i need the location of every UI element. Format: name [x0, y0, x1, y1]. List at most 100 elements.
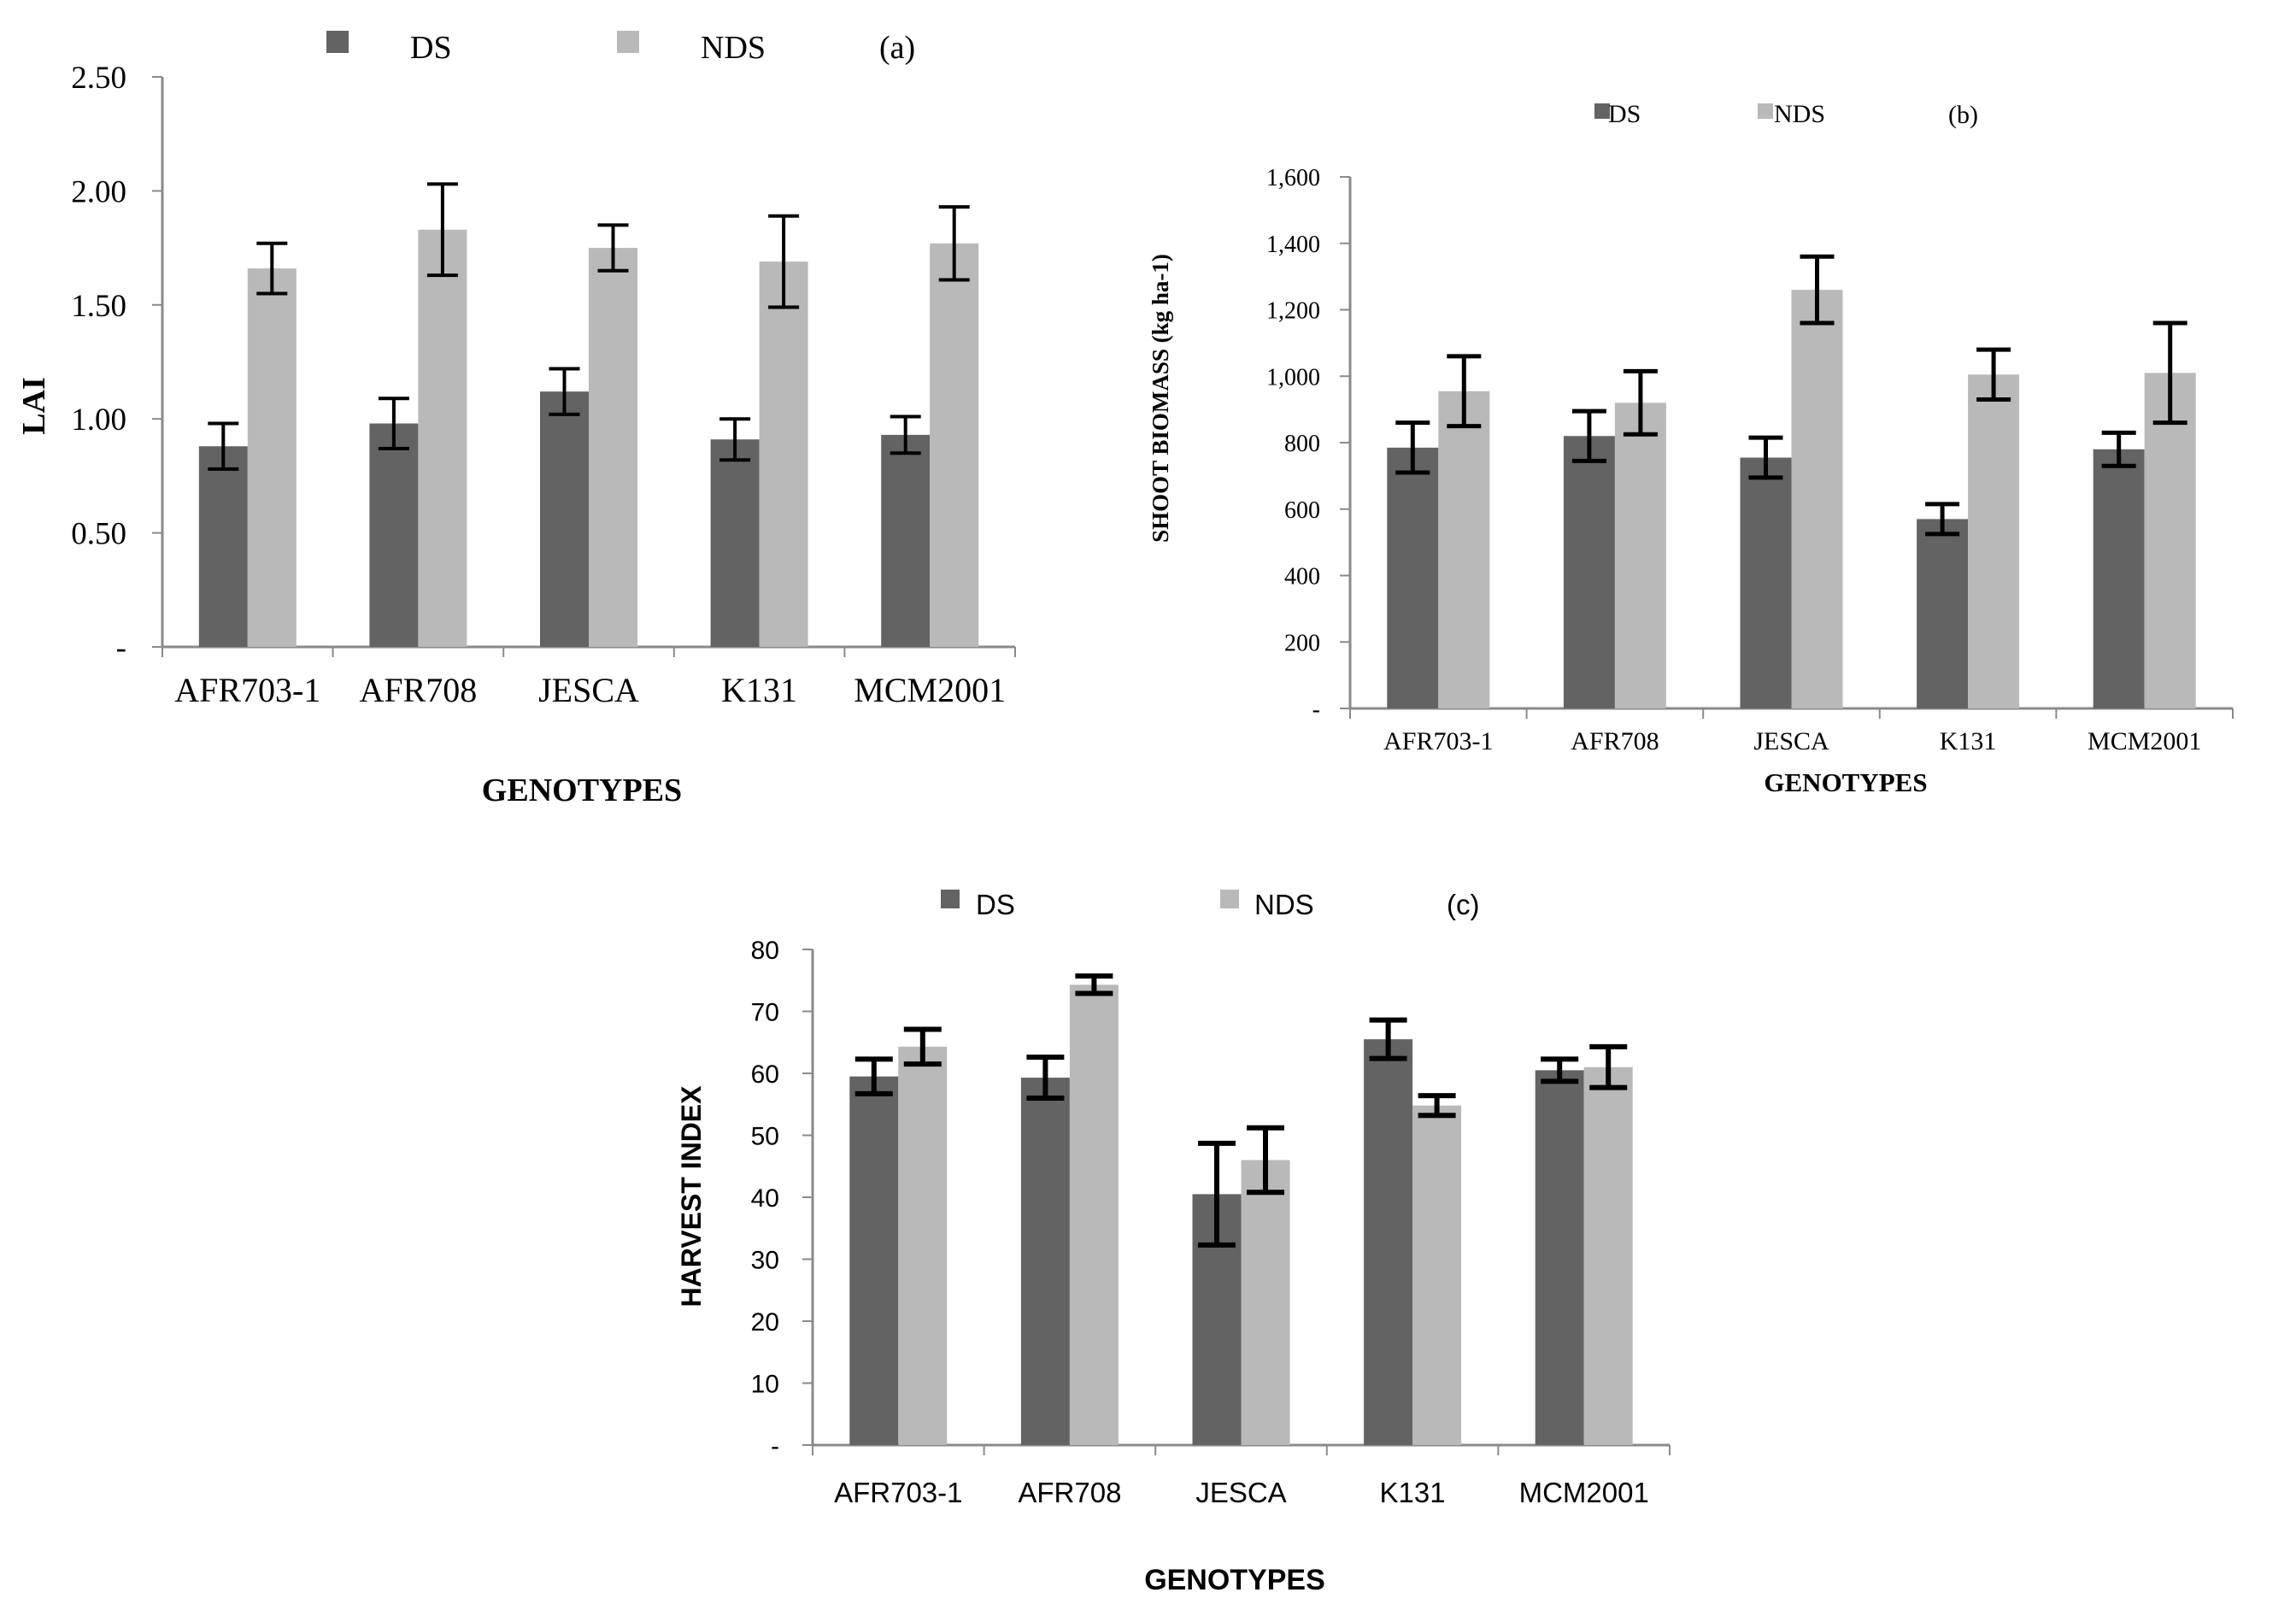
legend-label-ds: DS — [1608, 100, 1641, 128]
error-bar-nds-jesca — [1800, 254, 1835, 326]
y-tick-label: 1.00 — [71, 402, 126, 438]
x-category-label: K131 — [721, 671, 797, 709]
chart-panel-c: - 10 20 30 40 50 60 70 80 AFR703-1 AFR708 JESCA K131… — [676, 889, 1671, 1596]
bar-nds-afr708 — [418, 229, 467, 647]
error-bar-ds-k131 — [1369, 1017, 1407, 1061]
error-bar-nds-mcm2001 — [938, 205, 970, 282]
legend-label-ds: DS — [410, 30, 452, 66]
chart-legend: DS NDS (a) — [326, 30, 915, 66]
bar-nds-afr708 — [1069, 984, 1119, 1445]
x-category-label: JESCA — [1195, 1477, 1286, 1508]
error-bar-nds-k131 — [768, 214, 800, 309]
y-tick-label: 1,000 — [1266, 364, 1320, 391]
y-tick-label: 20 — [751, 1308, 779, 1337]
chart-panel-b: - 200 400 600 800 1,000 1,200 1,400 1,600 AFR703-… — [1148, 100, 2234, 797]
bar-ds-afr703-1 — [198, 446, 248, 647]
bar-ds-mcm2001 — [2093, 449, 2145, 708]
bar-ds-jesca — [540, 391, 589, 647]
legend-label-ds: DS — [976, 889, 1015, 920]
panel-label: (c) — [1447, 889, 1479, 920]
y-axis-title: HARVEST INDEX — [676, 1085, 707, 1307]
y-tick-label: - — [771, 1432, 779, 1460]
bar-nds-jesca — [589, 248, 637, 647]
legend-swatch-nds — [1220, 890, 1239, 908]
legend-swatch-ds — [1594, 103, 1610, 119]
error-bar-nds-mcm2001 — [2152, 320, 2187, 426]
bar-nds-k131 — [1968, 374, 2020, 708]
chart-legend: DS NDS (b) — [1594, 100, 1978, 129]
bar-ds-k131 — [1917, 519, 1969, 708]
bar-nds-afr703-1 — [1438, 391, 1490, 708]
error-bar-nds-afr708 — [1075, 973, 1113, 996]
chart-legend: DS NDS (c) — [941, 889, 1479, 920]
error-bar-ds-afr708 — [1026, 1055, 1065, 1101]
error-bar-nds-k131 — [1418, 1093, 1456, 1119]
bar-nds-mcm2001 — [1583, 1066, 1633, 1445]
y-tick-label: - — [116, 631, 126, 666]
error-bar-ds-afr703-1 — [208, 421, 239, 471]
error-bar-ds-afr708 — [378, 397, 409, 450]
y-tick-label: - — [1312, 696, 1320, 723]
y-tick-label: 0.50 — [71, 517, 126, 552]
x-category-label: AFR703-1 — [834, 1477, 962, 1508]
legend-label-nds: NDS — [1254, 889, 1314, 920]
bar-nds-mcm2001 — [2144, 373, 2196, 708]
error-bar-ds-k131 — [719, 417, 751, 462]
legend-swatch-nds — [1758, 103, 1773, 119]
bar-ds-k131 — [1364, 1039, 1413, 1445]
x-category-label: AFR703-1 — [1383, 727, 1493, 755]
x-category-label: JESCA — [1753, 727, 1829, 755]
y-tick-label: 1.50 — [71, 289, 126, 324]
bar-ds-mcm2001 — [1535, 1070, 1584, 1445]
y-tick-label: 1,600 — [1266, 165, 1320, 191]
y-tick-label: 400 — [1284, 564, 1320, 591]
bar-ds-afr703-1 — [1387, 447, 1439, 708]
y-axis-title: SHOOT BIOMASS (kg ha-1) — [1148, 254, 1173, 543]
y-tick-label: 40 — [751, 1184, 779, 1213]
error-bar-nds-jesca — [1247, 1125, 1284, 1196]
bar-ds-afr703-1 — [849, 1076, 899, 1445]
y-tick-label: 800 — [1284, 431, 1320, 457]
x-axis-title: GENOTYPES — [482, 773, 682, 808]
error-bar-nds-k131 — [1976, 347, 2011, 402]
x-category-label: JESCA — [538, 671, 639, 709]
y-axis-title: LAI — [16, 377, 52, 435]
y-tick-label: 10 — [751, 1371, 779, 1399]
legend-swatch-nds — [617, 31, 639, 53]
bar-nds-afr703-1 — [898, 1046, 948, 1445]
x-axis-title: GENOTYPES — [1764, 767, 1927, 797]
bar-nds-jesca — [1241, 1160, 1290, 1445]
bar-nds-afr708 — [1614, 402, 1666, 708]
legend-label-nds: NDS — [1774, 100, 1825, 128]
panel-label: (a) — [879, 30, 915, 66]
y-tick-label: 1,400 — [1266, 232, 1320, 258]
error-bar-ds-mcm2001 — [2101, 430, 2136, 468]
legend-swatch-ds — [326, 31, 349, 53]
y-tick-label: 80 — [751, 937, 779, 965]
error-bar-ds-mcm2001 — [1541, 1056, 1579, 1084]
error-bar-nds-afr708 — [426, 182, 458, 278]
error-bar-ds-afr703-1 — [854, 1056, 893, 1096]
bar-ds-afr708 — [1020, 1078, 1070, 1445]
x-category-label: MCM2001 — [2088, 727, 2201, 755]
error-bar-ds-k131 — [1925, 502, 1960, 537]
error-bar-ds-jesca — [549, 367, 580, 416]
bar-ds-k131 — [710, 439, 760, 647]
y-tick-label: 2.50 — [71, 61, 126, 96]
error-bar-nds-afr703-1 — [256, 241, 288, 296]
bar-ds-jesca — [1740, 457, 1792, 708]
legend-label-nds: NDS — [701, 30, 766, 66]
bar-ds-afr708 — [369, 423, 419, 647]
x-category-label: MCM2001 — [854, 671, 1006, 709]
bar-nds-k131 — [759, 261, 808, 647]
panel-label: (b) — [1948, 101, 1978, 129]
y-tick-label: 600 — [1284, 497, 1320, 524]
y-tick-label: 30 — [751, 1247, 779, 1275]
error-bar-nds-afr703-1 — [903, 1026, 942, 1067]
y-tick-label: 1,200 — [1266, 298, 1320, 325]
bar-nds-k131 — [1412, 1105, 1462, 1445]
bar-nds-jesca — [1791, 290, 1843, 708]
y-tick-label: 60 — [751, 1061, 779, 1089]
x-category-label: AFR708 — [1571, 727, 1659, 755]
